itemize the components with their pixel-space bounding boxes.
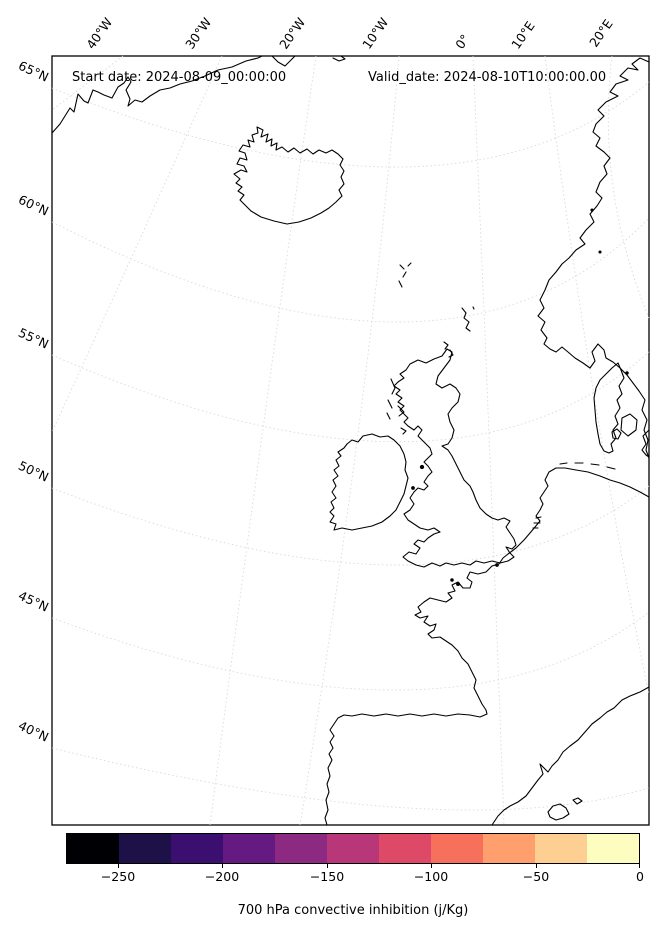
top-axis-label-20w: 20°W (276, 15, 308, 52)
coastline-funen (611, 428, 622, 440)
top-axis-label-0: 0° (452, 31, 472, 51)
colorbar-segment (535, 834, 587, 863)
coastline-shetland (461, 306, 475, 332)
colorbar-tick-label: −200 (204, 869, 240, 884)
isle-of-wight (495, 563, 499, 567)
colorbar-segment (275, 834, 327, 863)
colorbar-segment (67, 834, 119, 863)
coastline-zealand (620, 413, 638, 437)
left-axis-label-40n: 40°N (16, 718, 51, 745)
left-axis-labels: 65°N 60°N 55°N 50°N 45°N 40°N (16, 58, 51, 745)
colorbar-ticks (0, 864, 659, 870)
norway-islet (590, 208, 594, 212)
coastline-great-britain (393, 348, 517, 568)
colorbar-tick-label: −150 (309, 869, 345, 884)
coastline-denmark (593, 362, 625, 454)
coastline-iceland (233, 126, 345, 225)
valid-date-text: Valid_date: 2024-08-10T10:00:00.00 (368, 70, 606, 85)
coastline-islay (400, 427, 407, 435)
colorbar-tick-label: −100 (413, 869, 449, 884)
meridian-10w (299, 55, 400, 826)
coastline-skane (641, 429, 650, 458)
top-axis-labels: 40°W 30°W 20°W 10°W 0° 10°E 20°E (83, 15, 616, 52)
skagerrak-islet (625, 371, 629, 375)
coastline-frisian-islands (559, 462, 616, 470)
colorbar-segment (379, 834, 431, 863)
coastline-continent (324, 467, 650, 826)
colorbar-tick (639, 864, 640, 868)
top-axis-label-30w: 30°W (182, 15, 214, 52)
left-axis-label-65n: 65°N (16, 58, 51, 85)
top-axis-label-10w: 10°W (359, 15, 391, 52)
colorbar-tick (118, 864, 119, 868)
start-date-text: Start date: 2024-08-09_00:00:00 (72, 70, 286, 85)
colorbar-tick-labels: −250 −200 −150 −100 −50 0 (0, 869, 659, 887)
isle-of-man (419, 464, 425, 470)
norway-islet (598, 250, 602, 254)
coastline-mallorca (547, 803, 570, 821)
channel-island (456, 582, 460, 586)
colorbar-tick-label: −250 (100, 869, 136, 884)
coastline-mediterranean (491, 686, 650, 826)
coastline-greenland-fragment (271, 55, 296, 67)
coastline-ireland (329, 433, 409, 531)
meridian-20w (209, 55, 317, 826)
coastlines (51, 55, 650, 826)
meridian-20e (607, 55, 650, 319)
colorbar-segment (327, 834, 379, 863)
coastline-top-islet (332, 55, 346, 62)
parallel-45n (51, 611, 650, 691)
coastline-hebrides (386, 378, 405, 420)
channel-island (450, 578, 454, 582)
colorbar-tick-label: −50 (522, 869, 550, 884)
coastline-faroe (398, 262, 412, 288)
coastline-menorca (572, 797, 583, 805)
colorbar-tick (327, 864, 328, 868)
coastline-dutch-delta (532, 516, 542, 529)
meridian-40w (51, 55, 124, 111)
left-axis-label-45n: 45°N (16, 588, 51, 615)
colorbar-segment (171, 834, 223, 863)
graticule-parallels (51, 81, 650, 811)
left-axis-label-55n: 55°N (16, 325, 51, 352)
coastline-norway (537, 57, 650, 459)
parallel-60n (51, 217, 650, 323)
parallel-65n (51, 81, 650, 168)
colorbar-tick (536, 864, 537, 868)
colorbar-tick (222, 864, 223, 868)
top-axis-label-40w: 40°W (83, 15, 115, 52)
coastline-greenland (51, 55, 263, 134)
colorbar-title: 700 hPa convective inhibition (j/Kg) (237, 903, 469, 918)
top-axis-label-10e: 10°E (508, 18, 538, 51)
anglesey (411, 486, 415, 490)
colorbar-segment (587, 834, 639, 863)
colorbar (66, 833, 640, 864)
top-axis-label-20e: 20°E (586, 16, 616, 49)
left-axis-label-50n: 50°N (16, 458, 51, 485)
parallel-55n (51, 351, 650, 443)
parallel-40n (51, 747, 650, 811)
left-axis-label-60n: 60°N (16, 192, 51, 219)
colorbar-tick-label: 0 (636, 869, 644, 884)
colorbar-segment (119, 834, 171, 863)
colorbar-tick (431, 864, 432, 868)
colorbar-segment (431, 834, 483, 863)
colorbar-segment (483, 834, 535, 863)
colorbar-segment (223, 834, 275, 863)
